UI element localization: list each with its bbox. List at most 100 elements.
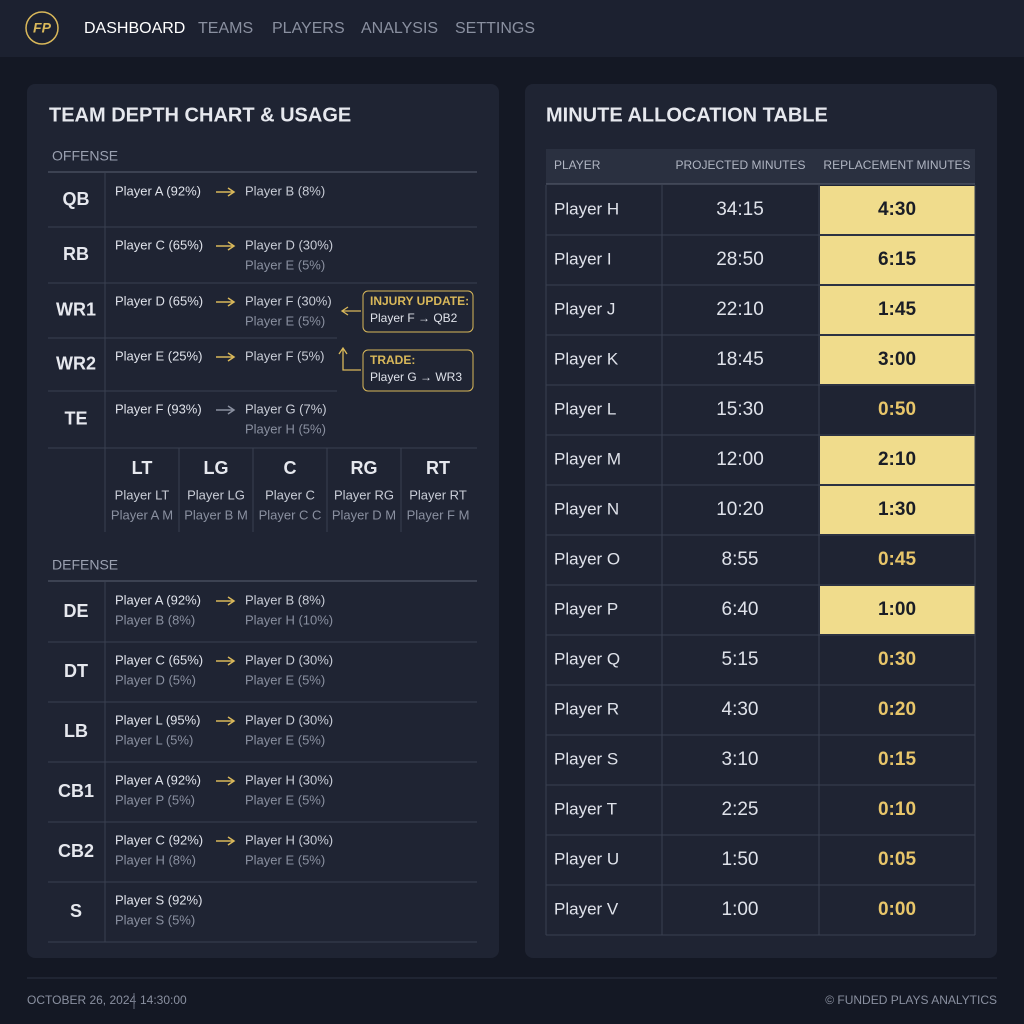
projected-cell: 15:30 xyxy=(716,399,764,420)
projected-cell: 5:15 xyxy=(722,649,759,670)
column-header: PLAYER xyxy=(554,158,601,172)
nav-item[interactable]: PLAYERS xyxy=(272,20,345,37)
player-cell: Player V xyxy=(554,899,619,918)
arrow xyxy=(216,596,236,606)
player-cell: Player K xyxy=(554,349,619,368)
player-cell: Player T xyxy=(554,799,617,818)
nav-item[interactable]: ANALYSIS xyxy=(361,20,438,37)
ol-starter: Player RT xyxy=(409,487,467,502)
note-text: Player G → WR3 xyxy=(370,370,462,384)
projected-cell: 1:50 xyxy=(722,849,759,870)
logo[interactable]: FP xyxy=(33,20,52,36)
starter: Player A (92%) xyxy=(115,592,201,607)
starter: Player E (25%) xyxy=(115,348,202,363)
projected-cell: 34:15 xyxy=(716,199,764,220)
panel-title: MINUTE ALLOCATION TABLE xyxy=(546,104,828,126)
player-cell: Player U xyxy=(554,849,619,868)
position: DE xyxy=(63,601,88,621)
highlight-cell xyxy=(820,186,975,234)
projected-cell: 22:10 xyxy=(716,299,764,320)
arrow xyxy=(216,352,236,362)
note-box xyxy=(362,349,474,392)
backup: Player D (30%) xyxy=(245,237,333,252)
note-title: INJURY UPDATE: xyxy=(370,294,469,308)
ol-starter: Player LT xyxy=(115,487,170,502)
starter: Player D (65%) xyxy=(115,293,203,308)
backup: Player D (30%) xyxy=(245,652,333,667)
footer-time: 14:30:00 xyxy=(140,993,187,1007)
position: LB xyxy=(64,721,88,741)
highlight-cell xyxy=(820,486,975,534)
starter: Player S (5%) xyxy=(115,912,195,927)
backup: Player E (5%) xyxy=(245,257,325,272)
projected-cell: 4:30 xyxy=(722,699,759,720)
backup: Player G (7%) xyxy=(245,401,327,416)
replacement-cell: 1:30 xyxy=(878,499,916,520)
nav-item[interactable]: TEAMS xyxy=(198,20,253,37)
arrow xyxy=(216,716,236,726)
nav-item[interactable]: DASHBOARD xyxy=(84,20,185,37)
position: CB1 xyxy=(58,781,94,801)
position: WR2 xyxy=(56,353,96,373)
ol-backup: Player B M xyxy=(184,507,248,522)
player-cell: Player Q xyxy=(554,649,620,668)
ol-position: RT xyxy=(426,458,450,478)
starter: Player L (95%) xyxy=(115,712,201,727)
replacement-cell: 0:05 xyxy=(878,849,916,870)
starter: Player L (5%) xyxy=(115,732,193,747)
player-cell: Player I xyxy=(554,249,612,268)
backup: Player D (30%) xyxy=(245,712,333,727)
backup: Player B (8%) xyxy=(245,592,325,607)
position: DT xyxy=(64,661,88,681)
highlight-cell xyxy=(820,286,975,334)
note-box xyxy=(362,290,474,333)
arrow xyxy=(216,241,236,251)
footer-date: OCTOBER 26, 2024 xyxy=(27,993,136,1007)
panel-title: TEAM DEPTH CHART & USAGE xyxy=(49,104,351,126)
ol-starter: Player LG xyxy=(187,487,245,502)
backup: Player H (30%) xyxy=(245,832,333,847)
position: S xyxy=(70,901,82,921)
footer-copyright: © FUNDED PLAYS ANALYTICS xyxy=(825,993,997,1007)
replacement-cell: 3:00 xyxy=(878,349,916,370)
backup: Player E (5%) xyxy=(245,672,325,687)
backup: Player F (30%) xyxy=(245,293,332,308)
ol-position: C xyxy=(284,458,297,478)
starter: Player H (8%) xyxy=(115,852,196,867)
replacement-cell: 1:00 xyxy=(878,599,916,620)
projected-cell: 1:00 xyxy=(722,899,759,920)
ol-starter: Player RG xyxy=(334,487,394,502)
player-cell: Player M xyxy=(554,449,621,468)
starter: Player F (93%) xyxy=(115,401,202,416)
replacement-cell: 0:45 xyxy=(878,549,916,570)
player-cell: Player O xyxy=(554,549,620,568)
arrow xyxy=(216,656,236,666)
starter: Player C (92%) xyxy=(115,832,203,847)
note-arrow xyxy=(338,346,361,371)
ol-backup: Player A M xyxy=(111,507,173,522)
backup: Player F (5%) xyxy=(245,348,324,363)
backup: Player H (30%) xyxy=(245,772,333,787)
arrow xyxy=(216,776,236,786)
projected-cell: 10:20 xyxy=(716,499,764,520)
projected-cell: 6:40 xyxy=(722,599,759,620)
starter: Player D (5%) xyxy=(115,672,196,687)
highlight-cell xyxy=(820,336,975,384)
ol-position: LG xyxy=(204,458,229,478)
nav-item[interactable]: SETTINGS xyxy=(455,20,535,37)
player-cell: Player H xyxy=(554,199,619,218)
table-header xyxy=(546,149,975,184)
backup: Player E (5%) xyxy=(245,852,325,867)
player-cell: Player P xyxy=(554,599,618,618)
starter: Player A (92%) xyxy=(115,183,201,198)
replacement-cell: 6:15 xyxy=(878,249,916,270)
starter: Player B (8%) xyxy=(115,612,195,627)
projected-cell: 3:10 xyxy=(722,749,759,770)
backup: Player E (5%) xyxy=(245,792,325,807)
projected-cell: 28:50 xyxy=(716,249,764,270)
highlight-cell xyxy=(820,586,975,634)
starter: Player C (65%) xyxy=(115,237,203,252)
projected-cell: 2:25 xyxy=(722,799,759,820)
starter: Player A (92%) xyxy=(115,772,201,787)
replacement-cell: 0:30 xyxy=(878,649,916,670)
